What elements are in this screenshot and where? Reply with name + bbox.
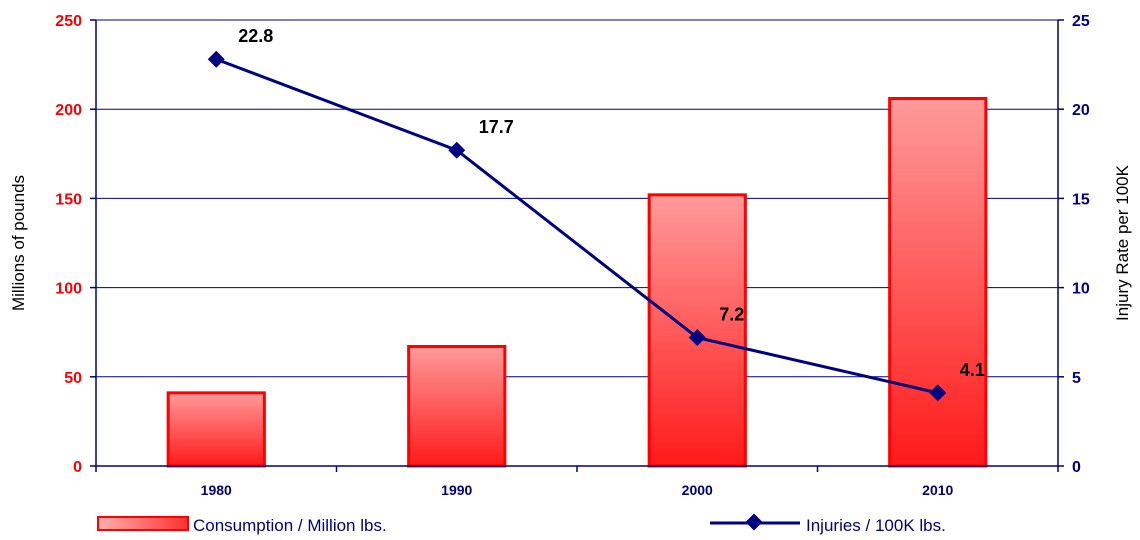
line-marker-1990 <box>448 141 466 159</box>
legend-bar-label: Consumption / Million lbs. <box>193 516 387 535</box>
bar-1990 <box>407 344 507 468</box>
bar-1980 <box>166 391 266 468</box>
bars <box>166 96 988 468</box>
data-label-1990: 17.7 <box>479 117 514 137</box>
y-axis-title: Millions of pounds <box>9 175 28 311</box>
right-tick-label: 10 <box>1072 281 1090 298</box>
left-tick-label: 50 <box>64 370 82 387</box>
left-tick-label: 0 <box>73 459 82 476</box>
x-tick-label: 1990 <box>441 482 472 498</box>
legend: Consumption / Million lbs. Injuries / 10… <box>97 513 946 535</box>
line-marker-1980 <box>207 50 225 68</box>
line-marker-2010 <box>929 384 947 402</box>
line-marker-2000 <box>688 329 706 347</box>
x-tick-label: 2000 <box>682 482 713 498</box>
x-tick-label: 1980 <box>201 482 232 498</box>
bar-2010 <box>888 96 988 468</box>
left-tick-label: 100 <box>55 281 82 298</box>
ticks: 0 50 100 150 200 250 0 5 10 15 20 25 1980 1990 2000 201… <box>55 13 1090 498</box>
data-label-2010: 4.1 <box>960 360 985 380</box>
left-tick-label: 250 <box>55 13 82 30</box>
right-tick-label: 20 <box>1072 102 1090 119</box>
data-label-2000: 7.2 <box>719 305 744 325</box>
injury-rate-line <box>215 57 939 395</box>
left-tick-label: 150 <box>55 191 82 208</box>
data-labels: 22.8 17.7 7.2 4.1 <box>238 26 985 380</box>
right-tick-label: 5 <box>1072 370 1081 387</box>
right-tick-label: 25 <box>1072 13 1090 30</box>
data-label-1980: 22.8 <box>238 26 273 46</box>
x-tick-label: 2010 <box>922 482 953 498</box>
line-series <box>207 50 947 402</box>
right-tick-label: 15 <box>1072 191 1090 208</box>
right-tick-label: 0 <box>1072 459 1081 476</box>
legend-line-label: Injuries / 100K lbs. <box>806 516 946 535</box>
left-tick-label: 200 <box>55 102 82 119</box>
legend-line-marker <box>745 513 763 531</box>
legend-bar-swatch <box>97 516 189 531</box>
y2-axis-title: Injury Rate per 100K <box>1113 164 1132 321</box>
